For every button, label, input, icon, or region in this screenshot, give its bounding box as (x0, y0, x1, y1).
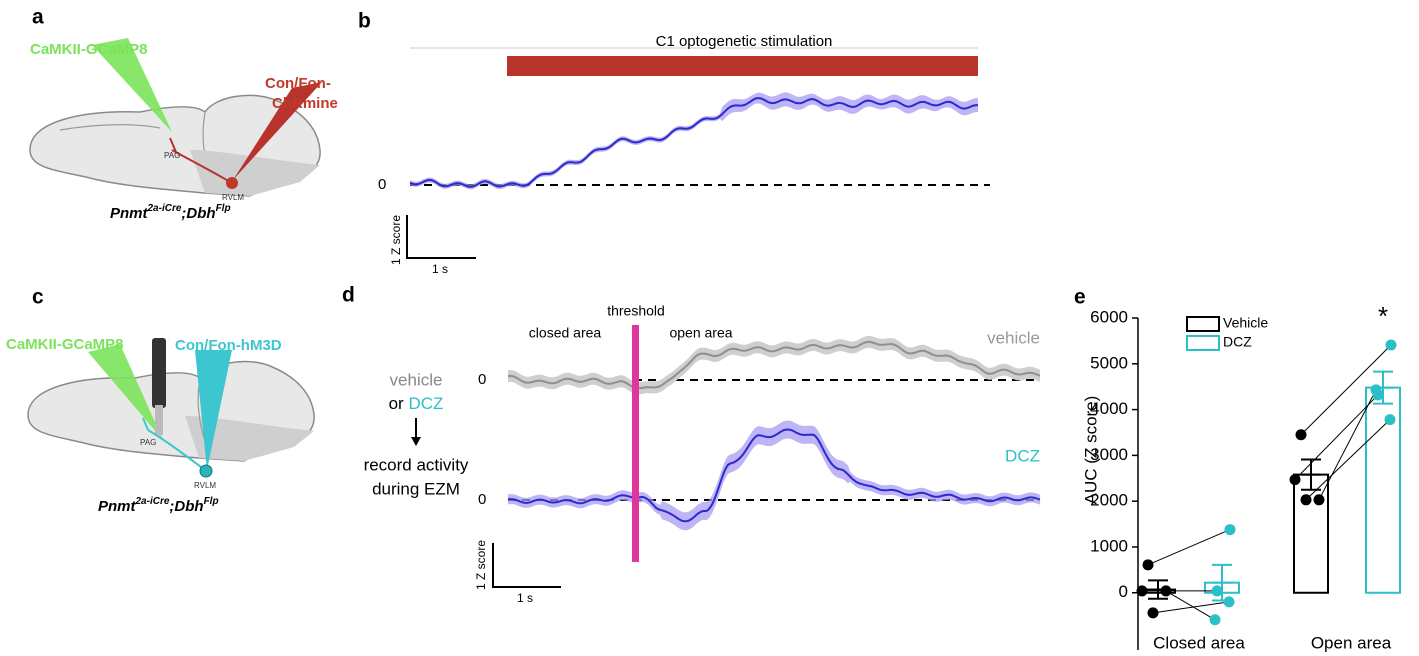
stim-bar (507, 56, 978, 76)
allele: Flp (204, 496, 219, 507)
legend-label: Vehicle (1223, 315, 1268, 331)
trace-label: vehicle (987, 328, 1040, 347)
scale-bar (407, 215, 476, 258)
data-point (1371, 384, 1382, 395)
scale-label: 1 Z score (474, 540, 488, 590)
data-point (1212, 585, 1223, 596)
data-point (1301, 494, 1312, 505)
zero-label: 0 (378, 176, 386, 193)
scale-label: 1 Z score (389, 215, 403, 265)
scale-label: 1 s (432, 262, 448, 276)
y-tick-label: 5000 (1090, 353, 1128, 372)
gene: Pnmt (98, 498, 137, 515)
panel-label: b (358, 10, 371, 33)
pair-line (1319, 390, 1376, 500)
probe-label: CaMKII-GCaMP8 (6, 336, 124, 353)
trace-sem (508, 336, 1040, 394)
data-point (1290, 474, 1301, 485)
stim-label: C1 optogenetic stimulation (656, 33, 833, 50)
flow-text: record activity (364, 455, 469, 474)
arrow-head (411, 437, 421, 446)
panel-label: d (342, 284, 355, 307)
trace (410, 98, 978, 187)
y-tick-label: 1000 (1090, 536, 1128, 555)
gene: Pnmt (110, 205, 149, 222)
legend-swatch (1187, 317, 1219, 331)
data-point (1225, 524, 1236, 535)
y-tick-label: 6000 (1090, 307, 1128, 326)
region-label: RVLM (222, 193, 244, 202)
optic-fiber (152, 338, 166, 408)
region-label: PAG (164, 151, 180, 160)
flow-text: or DCZ (389, 394, 444, 413)
data-point (1224, 596, 1235, 607)
scale-bar (493, 543, 561, 587)
scale-label: 1 s (517, 591, 533, 605)
flow-word: DCZ (408, 394, 443, 413)
data-point (1386, 340, 1397, 351)
data-point (1148, 607, 1159, 618)
epoch-label: closed area (529, 325, 602, 341)
allele: 2a-iCre (135, 496, 170, 507)
probe-label: Con/Fon- (265, 75, 331, 92)
optic-fiber (155, 405, 163, 435)
data-point (1314, 494, 1325, 505)
allele: Flp (216, 203, 231, 214)
flow-text: during EZM (372, 479, 460, 498)
pair-line (1153, 602, 1229, 613)
zero-label: 0 (478, 371, 486, 388)
flow-text: vehicle (390, 370, 443, 389)
cell-body (200, 465, 212, 477)
legend-swatch (1187, 336, 1219, 350)
data-point (1143, 559, 1154, 570)
probe-label: Con/Fon-hM3D (175, 337, 282, 354)
genotype: Pnmt2a-iCre;DbhFlp (110, 203, 231, 222)
flow-word: or (389, 394, 404, 413)
y-axis-label: AUC (Z score) (1081, 396, 1100, 505)
data-point (1210, 614, 1221, 625)
gene: ;Dbh (169, 498, 203, 515)
significance: * (1378, 301, 1388, 331)
panel-label: e (1074, 286, 1086, 309)
x-tick-label: Closed area (1153, 633, 1245, 652)
probe-label: ChRmine (272, 95, 338, 112)
trace-label: DCZ (1005, 446, 1040, 465)
legend-label: DCZ (1223, 334, 1252, 350)
figure: a CaMKII-GCaMP8 Con/Fon- ChRmine PAG RVL… (0, 0, 1419, 656)
zero-label: 0 (478, 491, 486, 508)
threshold-bar (632, 325, 639, 562)
pair-line (1148, 530, 1230, 565)
panel-label: a (32, 6, 44, 29)
event-label: threshold (607, 303, 665, 319)
genotype: Pnmt2a-iCre;DbhFlp (98, 496, 219, 515)
y-tick-label: 0 (1119, 582, 1128, 601)
gene: ;Dbh (181, 205, 215, 222)
data-point (1137, 585, 1148, 596)
probe-label: CaMKII-GCaMP8 (30, 41, 148, 58)
region-label: RVLM (194, 481, 216, 490)
data-point (1296, 429, 1307, 440)
epoch-label: open area (669, 325, 732, 341)
data-point (1385, 414, 1396, 425)
data-point (1161, 585, 1172, 596)
panel-label: c (32, 286, 44, 309)
cell-body (226, 177, 238, 189)
trace-sem (410, 92, 978, 189)
allele: 2a-iCre (147, 203, 182, 214)
x-tick-label: Open area (1311, 633, 1392, 652)
region-label: PAG (140, 438, 156, 447)
